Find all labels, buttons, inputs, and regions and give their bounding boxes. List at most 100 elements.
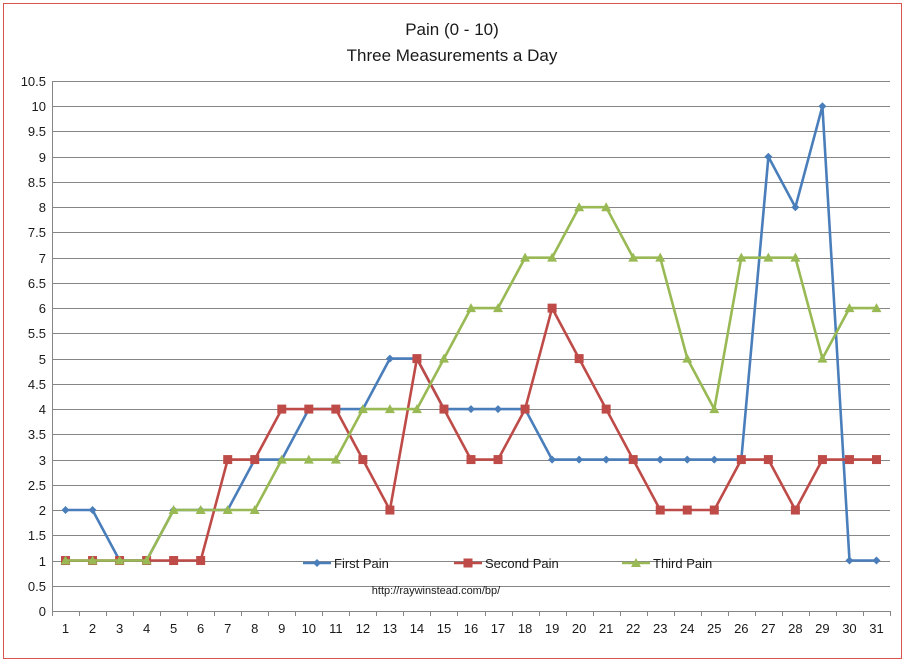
data-point	[438, 353, 449, 363]
chart-title: Pain (0 - 10)	[405, 20, 499, 39]
x-tick-label: 7	[224, 621, 231, 636]
legend-item: Second Pain	[454, 556, 559, 571]
data-point	[817, 455, 827, 465]
data-point	[790, 505, 800, 515]
x-tick-label: 23	[653, 621, 667, 636]
data-point	[87, 555, 98, 565]
y-tick-label: 6	[39, 301, 46, 316]
data-point	[682, 353, 693, 363]
data-point	[872, 556, 881, 565]
data-point	[384, 404, 395, 414]
y-tick-label: 1	[39, 554, 46, 569]
data-point	[222, 505, 233, 515]
data-point	[683, 455, 692, 464]
legend: First Pain Second Pain Third Pain	[303, 556, 712, 571]
data-point	[628, 455, 638, 465]
data-point	[466, 303, 476, 313]
x-tick-label: 1	[62, 621, 69, 636]
x-tick-label: 20	[572, 621, 586, 636]
y-tick-label: 2	[39, 503, 46, 518]
data-point	[520, 404, 530, 414]
x-tick-label: 27	[761, 621, 775, 636]
x-tick-label: 3	[116, 621, 123, 636]
y-tick-label: 8.5	[28, 175, 46, 190]
x-tick-label: 9	[278, 621, 285, 636]
data-point	[736, 252, 747, 262]
y-tick-label: 1.5	[28, 528, 46, 543]
legend-marker	[631, 558, 641, 567]
data-point	[494, 405, 503, 414]
y-tick-label: 5.5	[28, 326, 46, 341]
x-tick-label: 28	[788, 621, 802, 636]
data-point	[195, 505, 206, 515]
chart-subtitle: Three Measurements a Day	[347, 46, 558, 65]
y-tick-label: 2.5	[28, 478, 46, 493]
y-tick-label: 4.5	[28, 377, 46, 392]
data-point	[682, 505, 692, 515]
data-point	[385, 354, 394, 363]
data-point	[520, 252, 531, 262]
x-tick-label: 10	[302, 621, 316, 636]
data-point	[574, 354, 584, 364]
data-point	[548, 455, 557, 464]
data-point	[844, 303, 855, 313]
x-tick-label: 21	[599, 621, 613, 636]
data-point	[466, 455, 476, 465]
series-lines	[60, 102, 882, 566]
legend-marker	[463, 558, 473, 568]
x-tick-label: 14	[410, 621, 424, 636]
data-point	[467, 405, 475, 414]
x-tick-label: 18	[518, 621, 532, 636]
data-point	[574, 202, 585, 212]
x-tick-label: 13	[383, 621, 397, 636]
data-point	[277, 404, 287, 414]
y-tick-label: 7	[39, 251, 46, 266]
data-point	[628, 252, 639, 262]
data-point	[871, 303, 882, 313]
y-tick-label: 3.5	[28, 427, 46, 442]
data-point	[817, 353, 828, 363]
y-tick-label: 3	[39, 453, 46, 468]
x-tick-label: 22	[626, 621, 640, 636]
x-tick-label: 19	[545, 621, 559, 636]
data-point	[763, 252, 774, 262]
data-point	[575, 455, 584, 464]
x-tick-label: 2	[89, 621, 96, 636]
data-point	[61, 506, 70, 515]
x-tick-label: 25	[707, 621, 721, 636]
data-point	[656, 455, 665, 464]
data-point	[357, 404, 368, 414]
data-point	[385, 505, 395, 515]
x-tick-label: 5	[170, 621, 177, 636]
data-point	[411, 404, 422, 414]
x-tick-label: 15	[437, 621, 451, 636]
data-point	[330, 454, 341, 464]
legend-item: First Pain	[303, 556, 389, 571]
legend-marker	[313, 559, 321, 567]
y-tick-label: 6.5	[28, 276, 46, 291]
data-point	[547, 303, 557, 313]
data-point	[493, 455, 503, 465]
legend-item: Third Pain	[622, 556, 712, 571]
data-point	[412, 354, 422, 364]
series-3	[60, 202, 882, 565]
data-point	[141, 555, 152, 565]
x-tick-label: 26	[734, 621, 748, 636]
data-point	[250, 455, 260, 465]
data-point	[358, 455, 368, 465]
x-tick-label: 12	[356, 621, 370, 636]
data-point	[710, 455, 719, 464]
x-tick-label: 6	[197, 621, 204, 636]
data-point	[818, 102, 827, 111]
data-point	[655, 252, 666, 262]
data-point	[114, 555, 125, 565]
data-point	[168, 505, 179, 515]
x-tick-label: 17	[491, 621, 505, 636]
data-point	[439, 404, 449, 414]
y-tick-label: 5	[39, 352, 46, 367]
data-point	[845, 556, 854, 565]
y-tick-label: 9.5	[28, 124, 46, 139]
x-tick-label: 31	[869, 621, 883, 636]
